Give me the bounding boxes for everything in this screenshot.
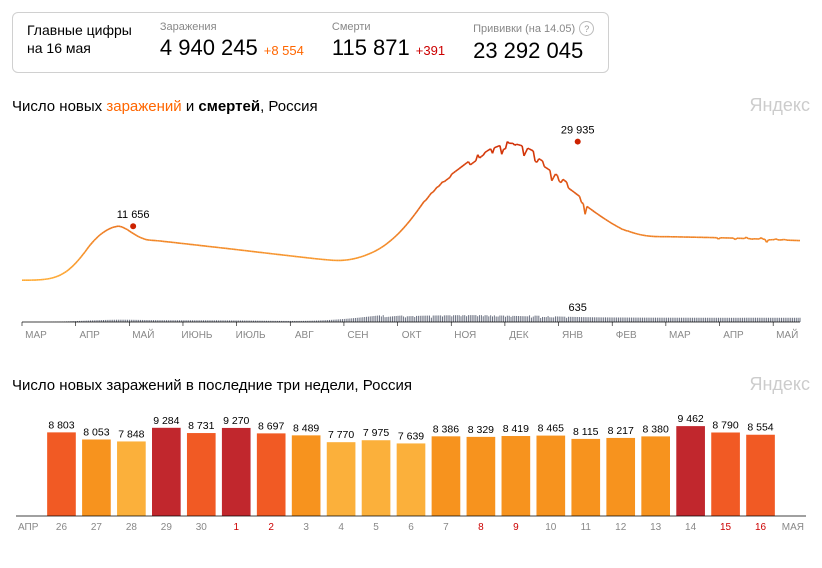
chart1-brand: Яндекс [749, 95, 810, 116]
svg-text:8 419: 8 419 [503, 423, 529, 435]
svg-text:ФЕВ: ФЕВ [616, 330, 637, 341]
svg-text:8 790: 8 790 [712, 419, 738, 431]
svg-text:МАЙ: МАЙ [776, 328, 798, 341]
svg-text:29 935: 29 935 [561, 125, 595, 137]
svg-text:15: 15 [720, 522, 732, 533]
svg-text:ИЮЛЬ: ИЮЛЬ [236, 330, 266, 341]
chart-infections-deaths: Число новых заражений и смертей, Россия … [12, 95, 810, 352]
svg-text:10: 10 [545, 522, 557, 533]
svg-text:8: 8 [478, 522, 484, 533]
svg-text:8 554: 8 554 [747, 422, 773, 434]
stat-vaccinations: Прививки (на 14.05) ? 23 292 045 [473, 21, 594, 64]
svg-text:2: 2 [268, 522, 274, 533]
svg-text:АПР: АПР [723, 330, 744, 341]
svg-text:8 803: 8 803 [48, 419, 74, 431]
chart-last-3-weeks: Число новых заражений в последние три не… [12, 374, 810, 541]
svg-text:8 380: 8 380 [643, 423, 669, 435]
svg-text:НОЯ: НОЯ [454, 330, 476, 341]
help-icon[interactable]: ? [579, 21, 594, 36]
stat-deaths-delta: +391 [416, 43, 445, 58]
stat-deaths-value: 115 871 [332, 35, 410, 61]
stat-infections-label: Заражения [160, 21, 304, 33]
summary-title: Главные цифры на 16 мая [27, 21, 132, 57]
svg-text:8 731: 8 731 [188, 420, 214, 432]
svg-text:7: 7 [443, 522, 449, 533]
svg-text:5: 5 [373, 522, 379, 533]
svg-text:ЯНВ: ЯНВ [562, 330, 583, 341]
stat-deaths-label: Смерти [332, 21, 445, 33]
svg-text:4: 4 [338, 522, 344, 533]
svg-text:6: 6 [408, 522, 414, 533]
svg-text:8 053: 8 053 [83, 426, 109, 438]
svg-text:28: 28 [126, 522, 138, 533]
svg-text:11 656: 11 656 [117, 209, 150, 221]
stat-infections-value: 4 940 245 [160, 35, 258, 61]
svg-text:8 489: 8 489 [293, 422, 319, 434]
svg-text:8 115: 8 115 [573, 426, 599, 438]
svg-text:МАЯ: МАЯ [782, 522, 804, 533]
stat-infections-delta: +8 554 [264, 43, 304, 58]
svg-text:3: 3 [303, 522, 309, 533]
svg-text:9 284: 9 284 [153, 415, 179, 427]
svg-text:9: 9 [513, 522, 519, 533]
stats-summary-box: Главные цифры на 16 мая Заражения 4 940 … [12, 12, 609, 73]
chart1-svg: 11 65629 9358 554635391МАРАПРМАЙИЮНЬИЮЛЬ… [12, 122, 810, 352]
svg-text:16: 16 [755, 522, 767, 533]
svg-text:9 462: 9 462 [677, 413, 703, 425]
svg-text:27: 27 [91, 522, 103, 533]
svg-text:7 639: 7 639 [398, 430, 424, 442]
svg-text:11: 11 [581, 522, 592, 533]
svg-text:СЕН: СЕН [347, 330, 368, 341]
stat-vaccinations-label: Прививки (на 14.05) [473, 23, 575, 35]
chart2-svg: 8 803268 053277 848289 284298 731309 270… [12, 401, 810, 541]
svg-text:30: 30 [196, 522, 208, 533]
svg-text:7 848: 7 848 [118, 428, 144, 440]
svg-text:8 697: 8 697 [258, 420, 284, 432]
svg-text:ОКТ: ОКТ [402, 330, 422, 341]
svg-text:ДЕК: ДЕК [509, 330, 528, 341]
svg-text:МАЙ: МАЙ [132, 328, 154, 341]
svg-text:12: 12 [615, 522, 627, 533]
svg-text:635: 635 [569, 302, 587, 314]
svg-text:9 270: 9 270 [223, 415, 249, 427]
svg-text:26: 26 [56, 522, 68, 533]
svg-text:8 217: 8 217 [608, 425, 634, 437]
stat-vaccinations-value: 23 292 045 [473, 38, 583, 64]
svg-text:29: 29 [161, 522, 173, 533]
svg-text:7 770: 7 770 [328, 429, 354, 441]
svg-text:8 465: 8 465 [538, 423, 564, 435]
svg-text:8 386: 8 386 [433, 423, 459, 435]
chart2-brand: Яндекс [749, 374, 810, 395]
svg-text:МАР: МАР [669, 330, 691, 341]
svg-text:МАР: МАР [25, 330, 47, 341]
svg-text:14: 14 [685, 522, 697, 533]
svg-text:ИЮНЬ: ИЮНЬ [181, 330, 213, 341]
svg-text:АВГ: АВГ [295, 330, 314, 341]
svg-text:АПР: АПР [79, 330, 100, 341]
svg-text:13: 13 [650, 522, 662, 533]
chart1-title: Число новых заражений и смертей, Россия [12, 98, 318, 115]
chart2-title: Число новых заражений в последние три не… [12, 377, 412, 394]
stat-deaths: Смерти 115 871 +391 [332, 21, 445, 61]
stat-infections: Заражения 4 940 245 +8 554 [160, 21, 304, 61]
svg-text:АПР: АПР [18, 522, 39, 533]
summary-title-line1: Главные цифры [27, 22, 132, 38]
svg-text:1: 1 [233, 522, 239, 533]
svg-text:8 329: 8 329 [468, 424, 494, 436]
svg-text:7 975: 7 975 [363, 427, 389, 439]
summary-title-line2: на 16 мая [27, 40, 91, 56]
